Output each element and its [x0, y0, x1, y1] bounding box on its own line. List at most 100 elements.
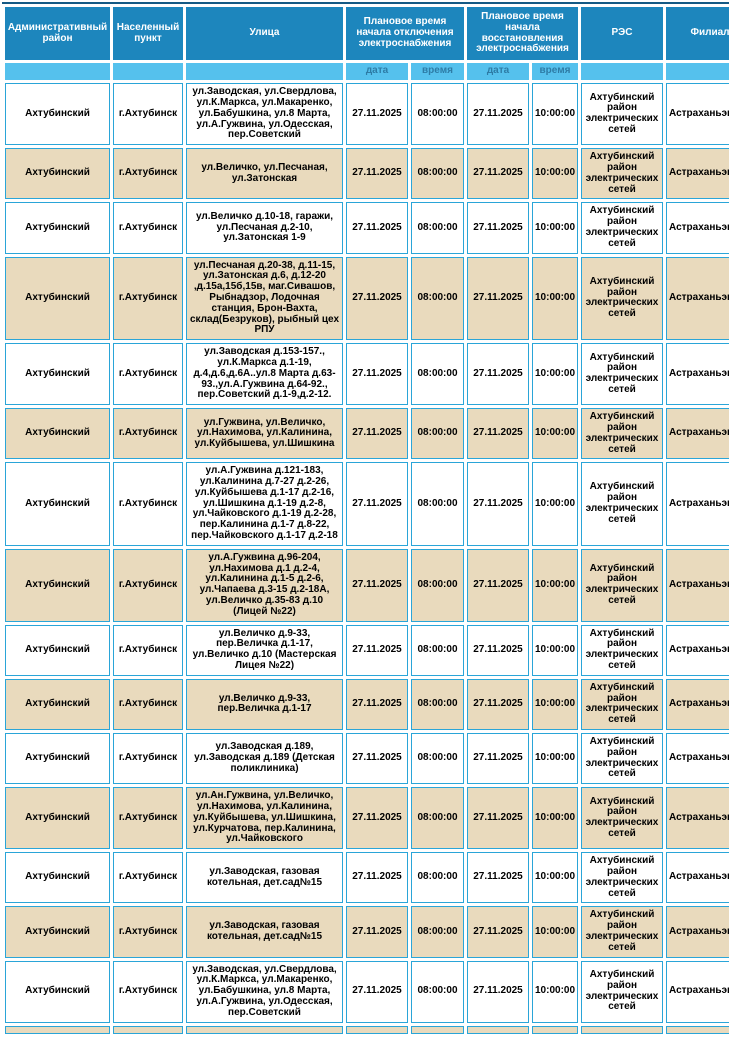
- cell-outage-date: 27.11.2025: [346, 624, 408, 676]
- cell-branch: Астраханьэнерго: [666, 548, 729, 622]
- cell-settlement: г.Ахтубинск: [113, 960, 183, 1023]
- table-row: Ахтубинский г.Ахтубинск ул.Заводская, га…: [5, 852, 729, 904]
- cell-restore-date: 27.11.2025: [467, 678, 529, 731]
- table-row: Ахтубинский г.Ахтубинск ул.Величко д.9-3…: [5, 624, 729, 676]
- cell-street: ул.Величко, ул.Песчаная, ул.Затонская: [186, 148, 343, 200]
- cell-branch: Астраханьэнерго: [666, 83, 729, 146]
- cell-street: ул.А.Гужвина д.96-204, ул.Нахимова д.1 д…: [186, 548, 343, 622]
- cell-street: ул.Величко д.10-18, гаражи, ул.Песчаная …: [186, 202, 343, 254]
- cell-branch: Астраханьэнерго: [666, 462, 729, 546]
- col-header-restore-start: Плановое время начала восстановления эле…: [467, 7, 578, 61]
- cell-restore-date: 27.11.2025: [467, 148, 529, 200]
- cell-street: ул.Заводская, ул.Свердлова, ул.К.Маркса,…: [186, 83, 343, 146]
- cell-restore-time: 10:00:00: [532, 733, 578, 785]
- table-row: Ахтубинский г.Ахтубинск ул.А.Гужвина д.9…: [5, 548, 729, 622]
- table-row: Ахтубинский г.Ахтубинск ул.Величко, ул.П…: [5, 148, 729, 200]
- cell-outage-time: 08:00:00: [411, 256, 464, 341]
- cell-outage-time: 08:00:00: [411, 787, 464, 850]
- cell-restore-date: 27.11.2025: [467, 624, 529, 676]
- cell-restore-time: 10:00:00: [532, 202, 578, 254]
- subheader-spacer: [113, 63, 183, 81]
- table-row: Ахтубинский г.Ахтубинск ул.Гужвина, ул.В…: [5, 408, 729, 460]
- cell-res: Ахтубинский район электрических сетей: [581, 343, 663, 406]
- cell-settlement: г.Ахтубинск: [113, 408, 183, 460]
- table-row: Ахтубинский г.Ахтубинск ул.Заводская д.1…: [5, 733, 729, 785]
- cell-outage-time: 08:00:00: [411, 678, 464, 731]
- cell-outage-time: 08:00:00: [411, 148, 464, 200]
- cell-res: Ахтубинский район электрических сетей: [581, 852, 663, 904]
- col-header-settlement: Населенный пункт: [113, 7, 183, 61]
- cell-street: ул.Заводская д.153-157., ул.К.Маркса д.1…: [186, 343, 343, 406]
- cell-street: ул.Заводская д.189, ул.Заводская д.189 (…: [186, 733, 343, 785]
- cell-street: [186, 1025, 343, 1034]
- cell-settlement: г.Ахтубинск: [113, 548, 183, 622]
- cell-settlement: г.Ахтубинск: [113, 83, 183, 146]
- cell-settlement: г.Ахтубинск: [113, 906, 183, 958]
- cell-street: ул.Песчаная д.20-38, д.11-15, ул.Затонск…: [186, 256, 343, 341]
- cell-restore-time: 10:00:00: [532, 787, 578, 850]
- cell-district: Ахтубинский: [5, 733, 110, 785]
- col-header-district: Административный район: [5, 7, 110, 61]
- cell-outage-time: 08:00:00: [411, 462, 464, 546]
- cell-restore-time: 10:00:00: [532, 960, 578, 1023]
- cell-settlement: г.Ахтубинск: [113, 787, 183, 850]
- cell-district: Ахтубинский: [5, 202, 110, 254]
- subheader-spacer: [581, 63, 663, 81]
- cell-outage-date: 27.11.2025: [346, 852, 408, 904]
- cell-restore-date: 27.11.2025: [467, 256, 529, 341]
- cell-branch: Астраханьэнерго: [666, 148, 729, 200]
- cell-restore-time: 10:00:00: [532, 624, 578, 676]
- cell-restore-date: 27.11.2025: [467, 548, 529, 622]
- cell-branch: Астраханьэнерго: [666, 678, 729, 731]
- cell-branch: Астраханьэнерго: [666, 408, 729, 460]
- cell-outage-time: 08:00:00: [411, 906, 464, 958]
- cell-res: Ахтубинский район электрических сетей: [581, 548, 663, 622]
- cell-outage-time: 08:00:00: [411, 408, 464, 460]
- cell-settlement: г.Ахтубинск: [113, 678, 183, 731]
- cell-restore-time: 10:00:00: [532, 906, 578, 958]
- cell-district: Ахтубинский: [5, 148, 110, 200]
- table-row: [5, 1025, 729, 1034]
- cell-district: Ахтубинский: [5, 83, 110, 146]
- cell-res: Ахтубинский район электрических сетей: [581, 83, 663, 146]
- cell-settlement: г.Ахтубинск: [113, 202, 183, 254]
- cell-settlement: г.Ахтубинск: [113, 256, 183, 341]
- cell-street: ул.Заводская, газовая котельная, дет.сад…: [186, 906, 343, 958]
- cell-outage-date: [346, 1025, 408, 1034]
- cell-district: Ахтубинский: [5, 256, 110, 341]
- cell-outage-time: 08:00:00: [411, 624, 464, 676]
- cell-branch: Астраханьэнерго: [666, 906, 729, 958]
- table-row: Ахтубинский г.Ахтубинск ул.Песчаная д.20…: [5, 256, 729, 341]
- cell-restore-time: [532, 1025, 578, 1034]
- cell-restore-date: [467, 1025, 529, 1034]
- cell-restore-time: 10:00:00: [532, 462, 578, 546]
- cell-outage-time: 08:00:00: [411, 733, 464, 785]
- cell-branch: Астраханьэнерго: [666, 343, 729, 406]
- cell-settlement: г.Ахтубинск: [113, 343, 183, 406]
- table-row: Ахтубинский г.Ахтубинск ул.Заводская д.1…: [5, 343, 729, 406]
- cell-street: ул.Гужвина, ул.Величко, ул.Нахимова, ул.…: [186, 408, 343, 460]
- cell-restore-date: 27.11.2025: [467, 462, 529, 546]
- cell-restore-date: 27.11.2025: [467, 852, 529, 904]
- cell-street: ул.Ан.Гужвина, ул.Величко, ул.Нахимова, …: [186, 787, 343, 850]
- table-row: Ахтубинский г.Ахтубинск ул.Ан.Гужвина, у…: [5, 787, 729, 850]
- cell-district: Ахтубинский: [5, 408, 110, 460]
- subheader-spacer: [186, 63, 343, 81]
- table-row: Ахтубинский г.Ахтубинск ул.Величко д.10-…: [5, 202, 729, 254]
- cell-outage-date: 27.11.2025: [346, 678, 408, 731]
- table-row: Ахтубинский г.Ахтубинск ул.А.Гужвина д.1…: [5, 462, 729, 546]
- col-header-outage-start: Плановое время начала отключения электро…: [346, 7, 464, 61]
- cell-outage-date: 27.11.2025: [346, 462, 408, 546]
- subheader-spacer: [666, 63, 729, 81]
- subcol-restore-date: дата: [467, 63, 529, 81]
- cell-settlement: г.Ахтубинск: [113, 148, 183, 200]
- cell-restore-date: 27.11.2025: [467, 733, 529, 785]
- cell-district: [5, 1025, 110, 1034]
- cell-district: Ахтубинский: [5, 343, 110, 406]
- cell-settlement: г.Ахтубинск: [113, 733, 183, 785]
- subcol-restore-time: время: [532, 63, 578, 81]
- cell-res: Ахтубинский район электрических сетей: [581, 960, 663, 1023]
- cell-res: Ахтубинский район электрических сетей: [581, 256, 663, 341]
- table-header: Административный район Населенный пункт …: [5, 7, 729, 81]
